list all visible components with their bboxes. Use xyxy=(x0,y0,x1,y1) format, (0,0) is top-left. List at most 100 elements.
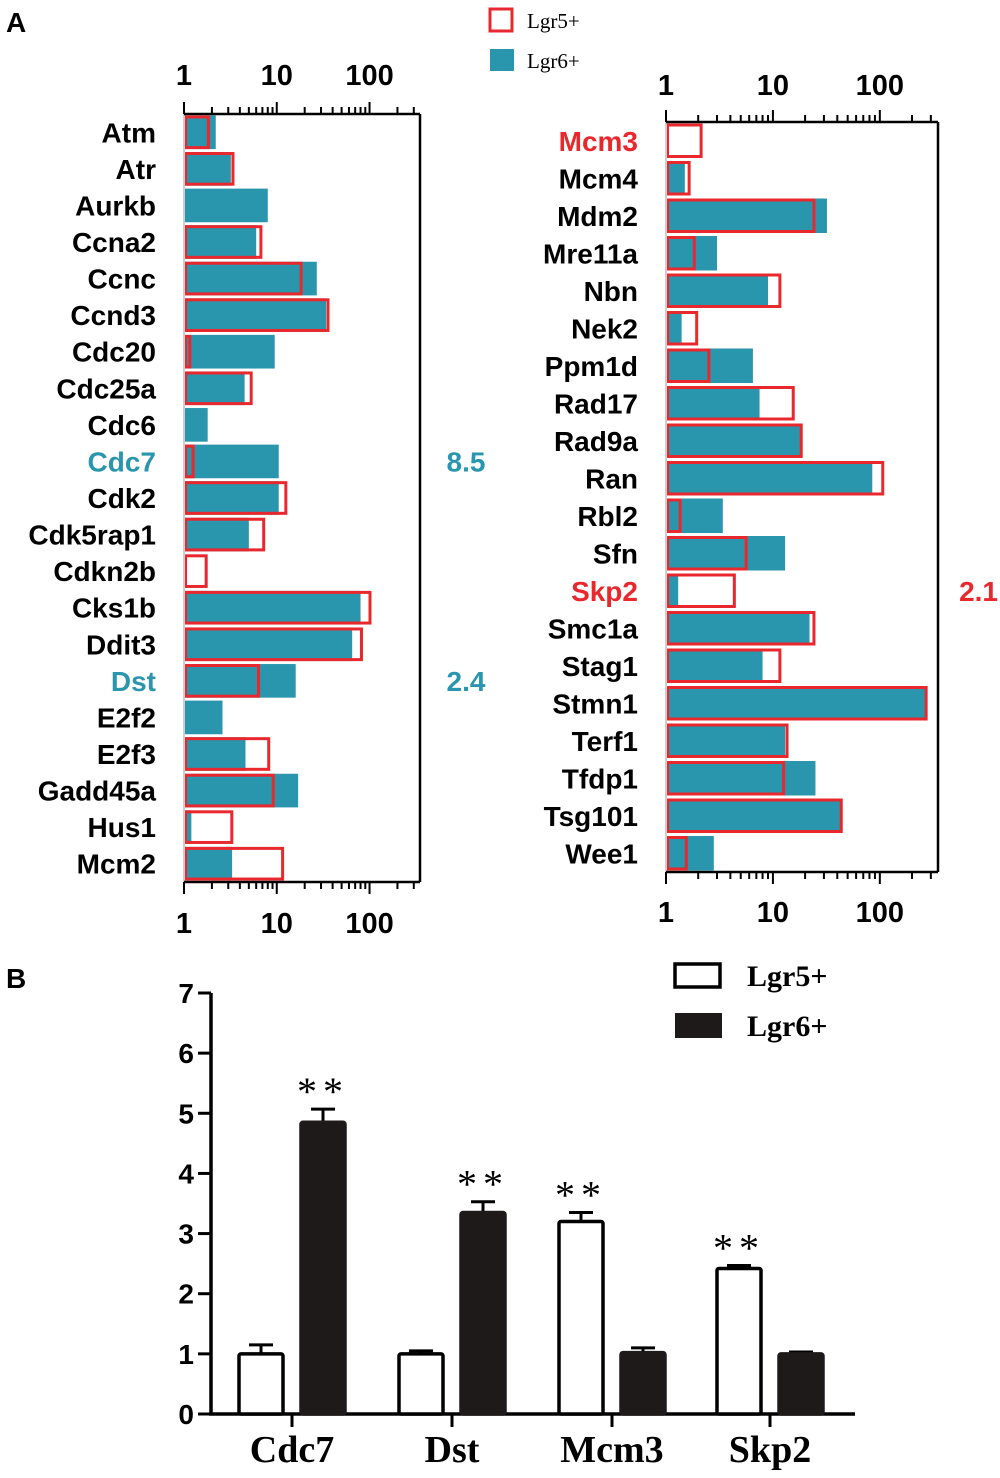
category-label-ppm1d: Ppm1d xyxy=(545,351,638,382)
bar-lgr6-ran xyxy=(666,461,873,496)
category-label-rbl2: Rbl2 xyxy=(577,501,638,532)
bar-lgr5-ccna2 xyxy=(184,225,263,259)
top-tick-label: 1 xyxy=(176,60,192,92)
bar-lgr6-e2f3 xyxy=(184,737,246,771)
bar-lgr6-rbl2 xyxy=(666,498,723,533)
top-tick-label: 10 xyxy=(261,60,293,92)
bottom-tick-label: 100 xyxy=(345,908,393,940)
bar-lgr6-cdk5rap1 xyxy=(184,517,249,552)
category-label-rad9a: Rad9a xyxy=(554,426,638,457)
bar-lgr5-rad9a xyxy=(666,423,803,458)
b-y-tick-label: 7 xyxy=(178,978,194,1009)
bar-lgr6-cks1b xyxy=(184,590,361,625)
category-label-tsg101: Tsg101 xyxy=(544,801,638,832)
b-y-tick-label: 0 xyxy=(178,1399,194,1430)
bar-lgr6-atr xyxy=(184,152,231,186)
bar-lgr6-mre11a xyxy=(666,236,718,271)
bar-lgr5-skp2 xyxy=(666,573,736,608)
significance-dst: ** xyxy=(457,1162,509,1207)
category-label-tfdp1: Tfdp1 xyxy=(562,763,638,794)
category-label-sfn: Sfn xyxy=(593,538,638,569)
bar-b-lgr6-mcm3 xyxy=(619,1350,667,1416)
category-label-cdc20: Cdc20 xyxy=(72,337,156,368)
bar-lgr5-mcm2 xyxy=(184,846,285,881)
legend-lgr5-label: Lgr5+ xyxy=(527,9,580,33)
bar-lgr6-cdc6 xyxy=(184,408,208,442)
bar-lgr6-mcm4 xyxy=(666,161,685,196)
category-label-skp2: Skp2 xyxy=(571,576,638,607)
category-label-wee1: Wee1 xyxy=(565,838,638,869)
bar-lgr6-cdc20 xyxy=(184,334,275,369)
legend-b-lgr6-swatch xyxy=(675,1013,722,1038)
category-label-ccna2: Ccna2 xyxy=(72,227,156,258)
bar-lgr5-mdm2 xyxy=(666,198,816,233)
bar-lgr5-tsg101 xyxy=(666,798,843,833)
bar-lgr6-stag1 xyxy=(666,648,763,683)
bottom-tick-label: 10 xyxy=(261,908,293,940)
bar-lgr6-gadd45a xyxy=(184,773,299,808)
legend-b-lgr5-swatch xyxy=(673,962,722,989)
bar-lgr5-ppm1d xyxy=(666,348,711,383)
b-y-tick-label: 2 xyxy=(178,1279,194,1310)
category-label-mcm3: Mcm3 xyxy=(559,126,638,157)
b-x-label-mcm3: Mcm3 xyxy=(560,1429,663,1471)
bar-lgr6-dst xyxy=(184,664,296,698)
chart-a-left: Atm Atr Aurkb Ccna2 Ccnc Ccnd3 Cdc20 Cdc25a Cdc6… xyxy=(28,60,486,940)
fold-change-cdc7: 8.5 xyxy=(447,446,486,477)
bar-lgr6-tsg101 xyxy=(666,798,842,833)
bar-lgr6-rad9a xyxy=(666,423,801,458)
category-label-ddit3: Ddit3 xyxy=(86,629,156,660)
bar-lgr6-rad17 xyxy=(666,386,760,421)
category-label-atm: Atm xyxy=(102,117,156,148)
bar-lgr6-nbn xyxy=(666,273,769,308)
bar-lgr6-e2f2 xyxy=(184,700,223,735)
bar-b-lgr6-dst xyxy=(459,1210,507,1416)
category-label-cdc25a: Cdc25a xyxy=(56,373,156,404)
bar-lgr5-cdkn2b xyxy=(184,554,208,588)
chart-b: 0 1 2 3 4 5 6 7 ** Cdc7 ** Dst ** Mcm3 ** Skp2 xyxy=(178,978,855,1471)
category-label-cdc7: Cdc7 xyxy=(88,446,156,477)
bar-lgr5-cdc7 xyxy=(184,444,195,479)
bottom-tick-label: 10 xyxy=(757,897,789,929)
b-x-label-dst: Dst xyxy=(425,1429,480,1471)
b-y-tick-label: 3 xyxy=(178,1219,194,1250)
category-label-e2f2: E2f2 xyxy=(97,702,156,733)
bar-lgr6-ccnc xyxy=(184,261,317,296)
bar-lgr5-terf1 xyxy=(666,723,789,758)
bar-lgr5-wee1 xyxy=(666,836,688,871)
bar-lgr5-dst xyxy=(184,664,261,698)
bar-lgr5-mre11a xyxy=(666,236,696,271)
bar-lgr6-aurkb xyxy=(184,188,268,223)
bar-lgr5-cdc20 xyxy=(184,334,192,369)
bar-lgr6-ddit3 xyxy=(184,627,353,662)
category-label-ccnd3: Ccnd3 xyxy=(70,300,156,331)
bottom-tick-label: 1 xyxy=(658,897,674,929)
category-label-gadd45a: Gadd45a xyxy=(38,776,157,807)
chart-a-right: Mcm3 Mcm4 Mdm2 Mre11a Nbn Nek2 Ppm1d Rad17 Rad9a… xyxy=(543,70,998,929)
b-x-label-cdc7: Cdc7 xyxy=(250,1429,334,1471)
b-y-tick-label: 1 xyxy=(178,1339,194,1370)
category-label-stmn1: Stmn1 xyxy=(552,688,638,719)
category-label-cks1b: Cks1b xyxy=(72,593,156,624)
panel-a-legend: Lgr5+ Lgr6+ xyxy=(488,7,580,73)
bar-b-lgr5-mcm3 xyxy=(557,1219,605,1416)
b-x-label-skp2: Skp2 xyxy=(729,1429,811,1471)
bar-lgr5-mcm3 xyxy=(666,123,703,158)
category-label-mcm2: Mcm2 xyxy=(77,849,156,880)
bar-lgr6-cdc25a xyxy=(184,371,245,406)
category-label-terf1: Terf1 xyxy=(572,726,638,757)
category-label-mcm4: Mcm4 xyxy=(559,163,639,194)
bar-lgr5-stag1 xyxy=(666,648,782,683)
significance-cdc7: ** xyxy=(297,1069,349,1114)
category-label-dst: Dst xyxy=(111,666,156,697)
bar-lgr5-tfdp1 xyxy=(666,761,786,796)
legend-b-lgr5-label: Lgr5+ xyxy=(747,960,827,993)
bar-lgr6-tfdp1 xyxy=(666,761,816,796)
legend-lgr5-swatch xyxy=(488,7,514,33)
b-y-tick-label: 6 xyxy=(178,1038,194,1069)
legend-lgr6-label: Lgr6+ xyxy=(527,49,580,73)
bar-lgr5-rbl2 xyxy=(666,498,682,533)
bar-lgr5-cdk5rap1 xyxy=(184,517,266,552)
panel-b-legend: Lgr5+ Lgr6+ xyxy=(673,960,827,1043)
